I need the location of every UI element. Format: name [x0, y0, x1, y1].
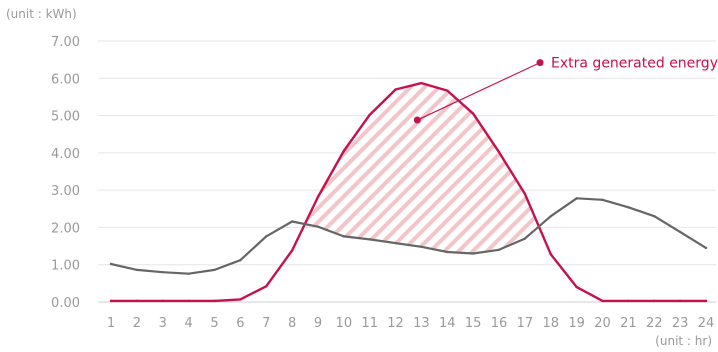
data-point [368, 113, 371, 117]
data-point [549, 253, 552, 256]
data-point [601, 299, 604, 303]
data-point [601, 198, 604, 202]
data-point [446, 89, 449, 92]
x-tick-label: 23 [672, 316, 689, 331]
data-point [420, 81, 423, 85]
data-point [213, 268, 216, 272]
data-point [265, 235, 268, 238]
data-point [471, 112, 475, 115]
data-point [109, 299, 113, 303]
data-point [135, 299, 139, 303]
data-point [471, 252, 475, 255]
annotation: Extra generated energy [413, 56, 718, 124]
data-point [109, 262, 113, 266]
data-point [239, 298, 242, 301]
data-point [575, 197, 578, 200]
x-tick-label: 24 [698, 316, 715, 331]
annotation-anchor-dot [413, 116, 421, 124]
x-tick-label: 2 [133, 316, 141, 331]
data-point [161, 270, 164, 274]
annotation-label: Extra generated energy [551, 56, 718, 72]
annotation-label-dot [536, 59, 544, 67]
x-tick-label: 11 [361, 316, 378, 331]
y-unit-label: (unit : kWh) [6, 7, 77, 21]
data-point [653, 299, 656, 303]
data-point [161, 299, 164, 303]
x-tick-label: 16 [491, 316, 508, 331]
x-tick-label: 12 [387, 316, 404, 331]
x-tick-label: 19 [568, 316, 585, 331]
x-tick-label: 10 [336, 316, 353, 331]
data-point [497, 248, 501, 251]
x-tick-label: 13 [413, 316, 430, 331]
data-point [290, 220, 294, 223]
x-tick-label: 3 [159, 316, 167, 331]
x-tick-label: 7 [262, 316, 270, 331]
x-tick-label: 15 [465, 316, 482, 331]
data-point [575, 285, 578, 289]
data-point [316, 225, 320, 228]
data-point [368, 238, 371, 241]
data-point [704, 246, 708, 250]
x-tick-label: 18 [543, 316, 560, 331]
x-tick-label: 9 [314, 316, 322, 331]
data-point [704, 299, 708, 303]
y-tick-label: 2.00 [51, 221, 80, 236]
data-point [394, 88, 397, 91]
x-tick-label: 22 [646, 316, 663, 331]
data-point [497, 150, 501, 154]
y-tick-label: 7.00 [51, 35, 80, 50]
data-point [265, 285, 268, 288]
data-point [290, 249, 294, 252]
data-point [135, 268, 139, 272]
data-point [394, 241, 397, 245]
data-point [627, 299, 630, 303]
y-tick-label: 5.00 [51, 110, 80, 125]
x-tick-label: 21 [620, 316, 637, 331]
data-point [627, 206, 630, 209]
x-tick-label: 8 [288, 316, 296, 331]
extra-energy-hatched-area [304, 83, 539, 254]
data-point [316, 195, 320, 199]
x-tick-label: 17 [517, 316, 534, 331]
data-point [653, 215, 656, 218]
y-tick-label: 6.00 [51, 72, 80, 87]
data-point [187, 299, 190, 303]
data-point [420, 245, 423, 249]
series-line-2 [109, 197, 708, 275]
series-lines [109, 81, 708, 303]
y-tick-label: 3.00 [51, 184, 80, 199]
series-line-1 [109, 81, 708, 303]
data-point [523, 192, 527, 196]
data-point [523, 237, 527, 240]
data-point [678, 299, 682, 303]
y-tick-label: 0.00 [51, 296, 80, 311]
x-tick-label: 6 [236, 316, 244, 331]
y-tick-label: 4.00 [51, 147, 80, 162]
data-point [239, 259, 242, 262]
data-point [549, 215, 552, 218]
x-unit-label: (unit : hr) [655, 334, 712, 348]
x-tick-label: 4 [184, 316, 192, 331]
data-point [678, 230, 682, 234]
data-point [187, 272, 190, 275]
x-tick-label: 1 [107, 316, 115, 331]
x-tick-label: 20 [594, 316, 611, 331]
data-point [342, 149, 346, 153]
x-tick-label: 14 [439, 316, 456, 331]
x-tick-labels: 1 2 3 4 5 6 7 8 9 10 11 12 13 14 15 16 17 18 19 20 21 22 23 24 [107, 316, 714, 331]
data-point [342, 235, 346, 238]
x-tick-label: 5 [210, 316, 218, 331]
data-point [213, 299, 216, 303]
y-tick-label: 1.00 [51, 259, 80, 274]
y-tick-labels: 0.00 1.00 2.00 3.00 4.00 5.00 6.00 7.00 [51, 35, 80, 311]
annotation-leader-line [417, 62, 541, 121]
data-point [446, 250, 449, 254]
